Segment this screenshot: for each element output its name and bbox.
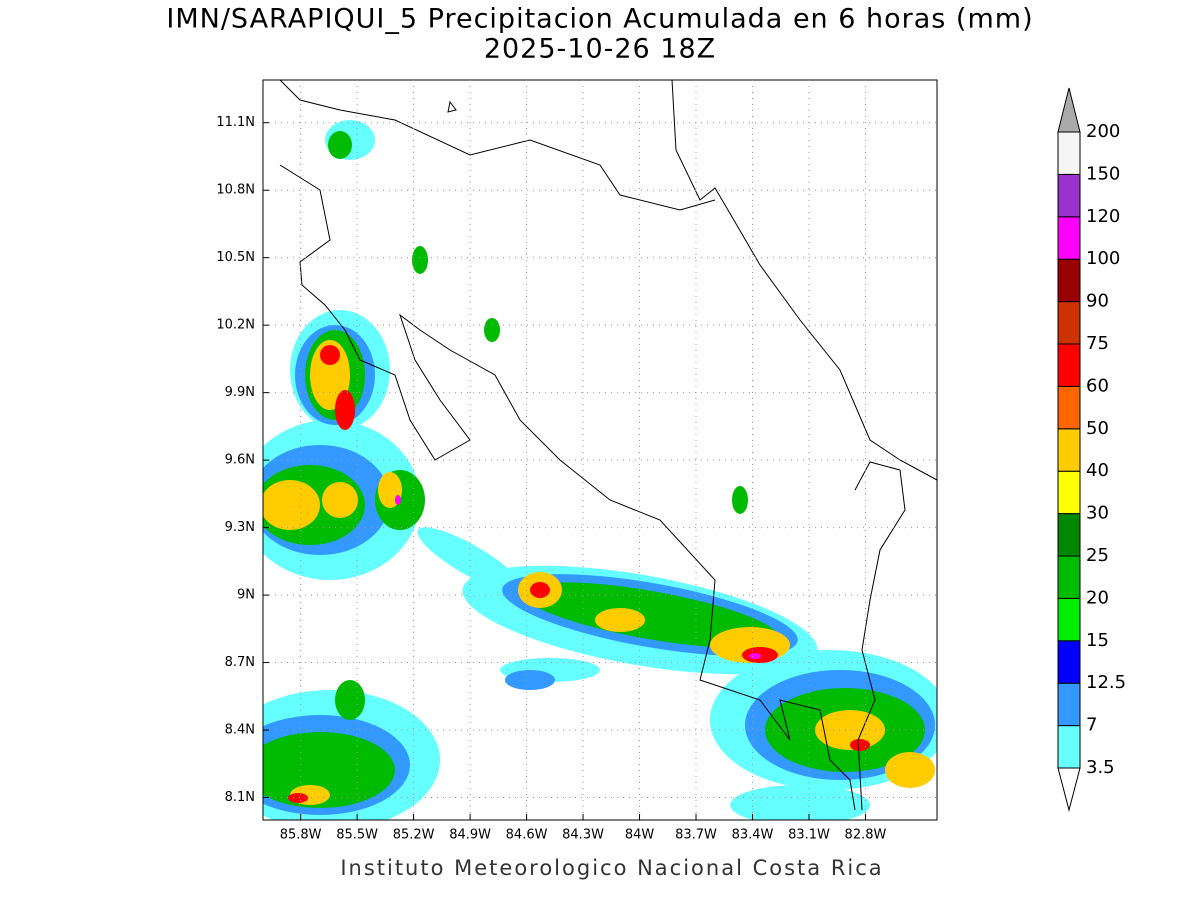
x-tick-label: 84.6W xyxy=(506,828,548,843)
colorbar-box xyxy=(1057,597,1081,642)
y-tick-label: 10.8N xyxy=(216,183,255,198)
colorbar-label: 25 xyxy=(1086,545,1109,566)
y-tick-label: 8.4N xyxy=(225,723,255,738)
colorbar-label: 120 xyxy=(1086,206,1120,227)
x-tick-label: 82.8W xyxy=(845,828,887,843)
footer: Instituto Meteorologico Nacional Costa R… xyxy=(340,856,883,880)
plot-frame xyxy=(262,79,938,821)
x-tick-label: 83.1W xyxy=(788,828,830,843)
colorbar-box xyxy=(1057,725,1081,769)
y-tick-label: 11.1N xyxy=(216,115,255,130)
colorbar-box xyxy=(1057,385,1081,430)
colorbar-box xyxy=(1057,555,1081,599)
y-tick-label: 9.3N xyxy=(225,520,255,535)
x-tick-label: 85.5W xyxy=(336,828,378,843)
colorbar-box xyxy=(1057,513,1081,557)
colorbar-box xyxy=(1057,343,1081,387)
x-tick-label: 83.4W xyxy=(732,828,774,843)
rain-red xyxy=(288,345,870,803)
x-tick-label: 85.8W xyxy=(280,828,322,843)
rain-magenta xyxy=(395,495,761,659)
precip-field xyxy=(263,80,937,820)
colorbar-box xyxy=(1057,301,1081,345)
rain-yellow xyxy=(263,340,935,805)
colorbar-box xyxy=(1057,216,1081,260)
colorbar-label: 50 xyxy=(1086,418,1109,439)
colorbar-box xyxy=(1057,131,1081,175)
y-tick-label: 10.2N xyxy=(216,318,255,333)
colorbar-label: 100 xyxy=(1086,248,1120,269)
x-tick-label: 84.9W xyxy=(449,828,491,843)
colorbar-label: 15 xyxy=(1086,630,1109,651)
colorbar-label: 60 xyxy=(1086,375,1109,396)
colorbar-label: 7 xyxy=(1086,715,1097,736)
colorbar-box xyxy=(1057,258,1081,303)
colorbar-label: 3.5 xyxy=(1086,757,1115,778)
y-tick-label: 9.6N xyxy=(225,453,255,468)
colorbar-label: 12.5 xyxy=(1086,672,1126,693)
y-tick-label: 8.7N xyxy=(225,655,255,670)
y-tick-label: 9.9N xyxy=(225,385,255,400)
colorbar-box xyxy=(1057,428,1081,472)
title: IMN/SARAPIQUI_5 Precipitacion Acumulada … xyxy=(166,4,1033,35)
subtitle: 2025-10-26 18Z xyxy=(484,34,716,65)
colorbar-label: 75 xyxy=(1086,333,1109,354)
colorbar-label: 90 xyxy=(1086,291,1109,312)
colorbar-box xyxy=(1057,173,1081,218)
colorbar-under xyxy=(1057,767,1081,812)
x-tick-label: 84.3W xyxy=(562,828,604,843)
colorbar-label: 200 xyxy=(1086,121,1120,142)
colorbar-over xyxy=(1057,87,1081,133)
y-tick-label: 9N xyxy=(237,588,255,603)
coastline xyxy=(279,80,937,811)
colorbar-label: 150 xyxy=(1086,163,1120,184)
colorbar-label: 20 xyxy=(1086,587,1109,608)
colorbar-label: 40 xyxy=(1086,460,1109,481)
y-tick-label: 10.5N xyxy=(216,250,255,265)
colorbar-box xyxy=(1057,470,1081,515)
colorbar-label: 30 xyxy=(1086,503,1109,524)
x-tick-label: 85.2W xyxy=(393,828,435,843)
colorbar-box xyxy=(1057,640,1081,684)
colorbar-box xyxy=(1057,682,1081,727)
y-tick-label: 8.1N xyxy=(225,790,255,805)
x-tick-label: 84W xyxy=(625,828,655,843)
x-tick-label: 83.7W xyxy=(675,828,717,843)
